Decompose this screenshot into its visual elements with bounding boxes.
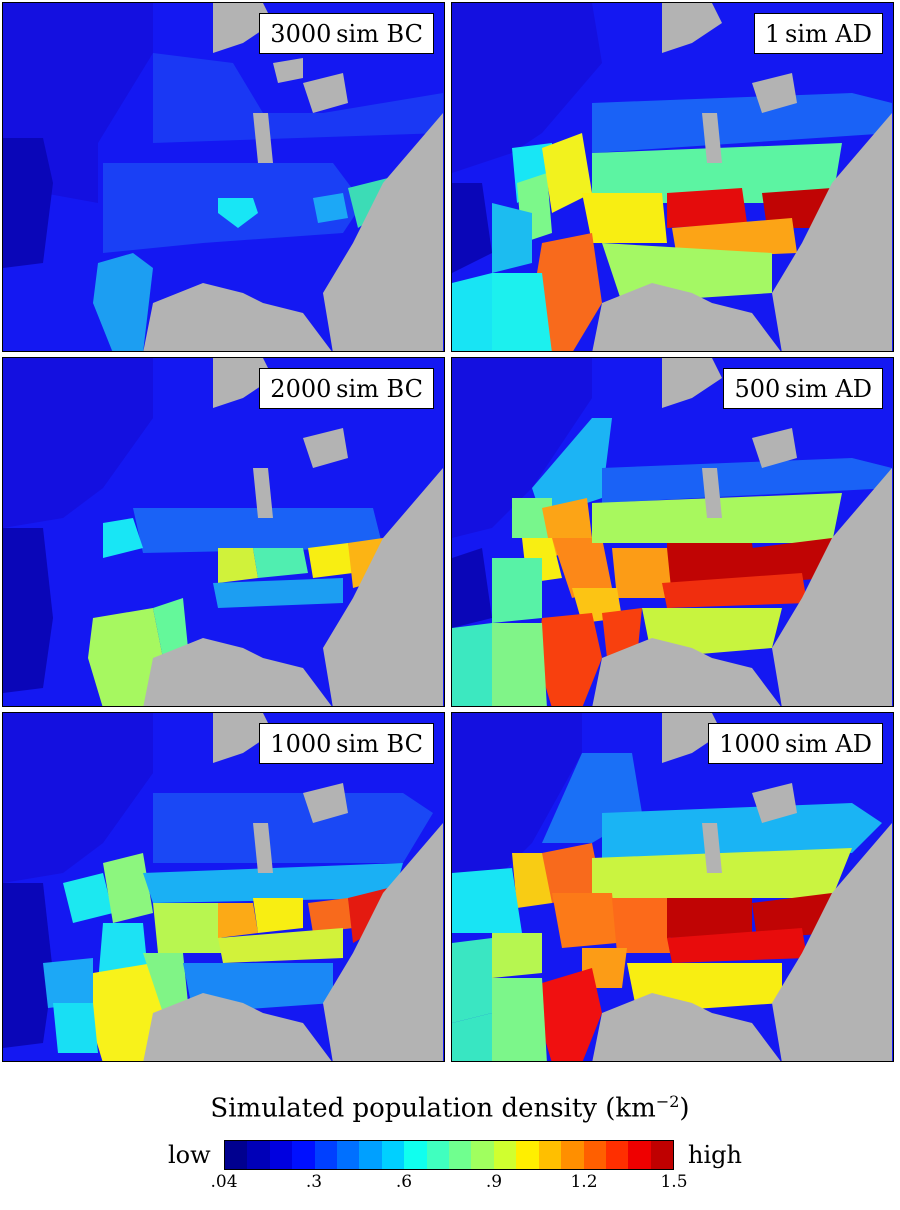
legend-unit: (km: [605, 1093, 656, 1124]
panel-time-label: 500 sim AD: [723, 368, 883, 409]
map-panel-500-ad: 500 sim AD: [451, 357, 894, 707]
colorbar-bin: [538, 1141, 562, 1169]
colorbar-bin: [583, 1141, 606, 1169]
legend-title: Simulated population density (km−2): [0, 1092, 900, 1124]
colorbar-bin: [471, 1141, 494, 1169]
map-500-ad: [452, 358, 893, 706]
colorbar-bin: [337, 1141, 360, 1169]
map-panel-2000-bc: 2000 sim BC: [2, 357, 445, 707]
panel-time-label: 1 sim AD: [753, 13, 883, 54]
panel-time-label: 3000 sim BC: [259, 13, 434, 54]
map-2000-bc: [3, 358, 444, 706]
colorbar: [224, 1140, 674, 1170]
panel-time-label: 1000 sim AD: [708, 723, 883, 764]
colorbar-tick-label: .9: [485, 1172, 503, 1192]
map-1000-ad: [452, 713, 893, 1061]
colorbar-bin: [605, 1141, 629, 1169]
colorbar-bin: [493, 1141, 517, 1169]
map-1000-bc: [3, 713, 444, 1061]
colorbar-bin: [292, 1141, 315, 1169]
legend-unit-exponent: −2: [655, 1092, 680, 1111]
colorbar-tick-label: 1.2: [570, 1172, 598, 1192]
colorbar-bin: [381, 1141, 405, 1169]
map-3000-bc: [3, 3, 444, 351]
colorbar-bin: [516, 1141, 539, 1169]
colorbar-tick-label: 1.5: [660, 1172, 688, 1192]
panel-time-label: 2000 sim BC: [259, 368, 434, 409]
colorbar-bin: [650, 1141, 674, 1169]
colorbar-bin: [561, 1141, 584, 1169]
colorbar-bin: [314, 1141, 338, 1169]
map-panel-1000-ad: 1000 sim AD: [451, 712, 894, 1062]
colorbar-bin: [449, 1141, 472, 1169]
colorbar-bin: [426, 1141, 450, 1169]
colorbar-bin: [225, 1141, 248, 1169]
colorbar-tick-label: .6: [395, 1172, 413, 1192]
panel-time-label: 1000 sim BC: [259, 723, 434, 764]
colorbar-bin: [359, 1141, 382, 1169]
legend-unit-close: ): [679, 1093, 690, 1124]
map-panel-3000-bc: 3000 sim BC: [2, 2, 445, 352]
map-panel-1000-bc: 1000 sim BC: [2, 712, 445, 1062]
colorbar-tick-label: .3: [305, 1172, 323, 1192]
colorbar-bin: [247, 1141, 270, 1169]
colorbar-tick-label: .04: [210, 1172, 238, 1192]
colorbar-bin: [269, 1141, 293, 1169]
map-panel-1-ad: 1 sim AD: [451, 2, 894, 352]
legend-title-text: Simulated population density: [210, 1093, 597, 1124]
colorbar-bin: [628, 1141, 651, 1169]
map-1-ad: [452, 3, 893, 351]
legend-low-label: low: [168, 1141, 211, 1169]
colorbar-bin: [404, 1141, 427, 1169]
legend-high-label: high: [688, 1141, 742, 1169]
